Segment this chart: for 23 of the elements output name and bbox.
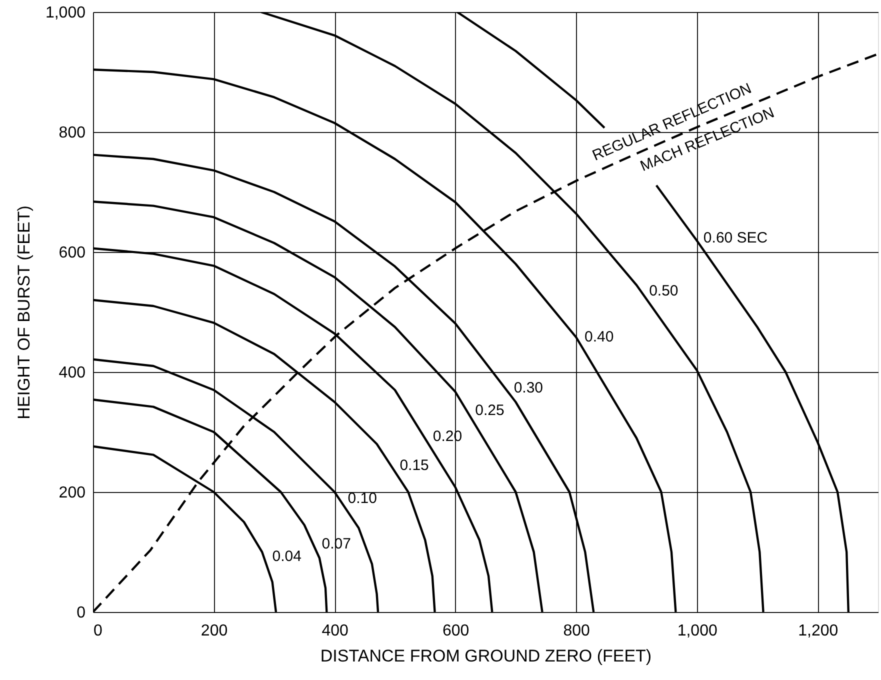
y-tick-label: 1,000 (45, 4, 86, 22)
y-tick-label: 200 (58, 484, 86, 502)
x-axis-title: DISTANCE FROM GROUND ZERO (FEET) (320, 646, 652, 666)
annotation: 0.50 (649, 282, 678, 300)
y-tick-label: 800 (58, 124, 86, 142)
annotation: 0.30 (514, 380, 544, 397)
y-tick-label: 600 (58, 244, 86, 262)
annotation: 0.40 (584, 328, 614, 346)
annotation: 0.10 (348, 490, 377, 507)
annotation: 0.04 (272, 548, 302, 566)
annotation: 0.25 (475, 402, 504, 419)
x-tick-label: 400 (322, 622, 348, 640)
x-tick-label: 800 (563, 622, 590, 640)
y-axis-title: HEIGHT OF BURST (FEET) (14, 206, 34, 420)
x-tick-label: 0 (94, 622, 102, 640)
y-tick-label: 400 (58, 364, 86, 382)
annotation: 0.15 (400, 457, 429, 474)
x-tick-label: 1,200 (798, 622, 838, 640)
annotation: 0.60 SEC (703, 230, 768, 247)
x-tick-label: 1,000 (677, 622, 718, 640)
x-tick-label: 600 (442, 622, 470, 640)
y-tick-label: 0 (76, 604, 86, 622)
x-tick-label: 200 (200, 622, 228, 640)
